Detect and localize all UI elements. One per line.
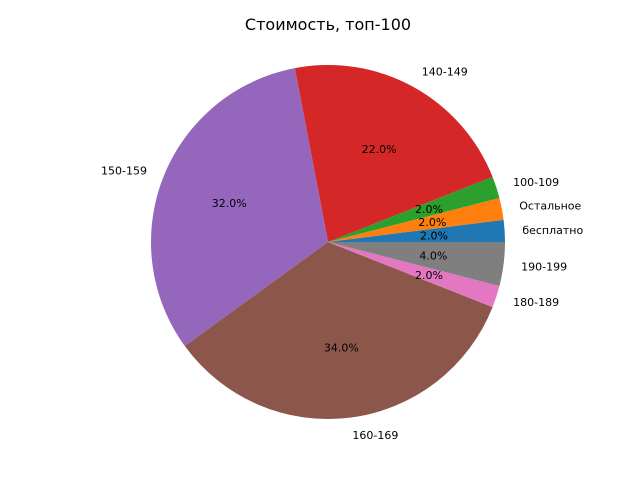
pie-slice-2: [328, 197, 504, 242]
slice-label-1: бесплатно: [522, 224, 583, 237]
pie-slice-5: [150, 68, 328, 347]
pie-slice-8: [328, 242, 506, 287]
slice-percent-4: 22.0%: [362, 143, 397, 156]
slice-label-2: Остальное: [519, 200, 581, 213]
slice-percent-5: 32.0%: [212, 197, 247, 210]
pie-slice-4: [294, 65, 493, 242]
pie-slice-3: [328, 176, 500, 242]
chart-title: Стоимость, топ-100: [245, 15, 411, 34]
slice-label-8: 190-199: [521, 260, 567, 273]
pie-slices: [150, 65, 506, 420]
slice-percent-7: 2.0%: [415, 269, 443, 282]
pie-labels: бесплатно 2.0% Остальное 2.0% 100-109 2.0% 140…: [101, 65, 583, 442]
pie-slice-1: [328, 219, 505, 242]
slice-label-5: 150-159: [101, 164, 147, 177]
slice-percent-2: 2.0%: [418, 216, 446, 229]
slice-label-4: 140-149: [422, 65, 468, 78]
slice-label-7: 180-189: [513, 296, 559, 309]
pie-slice-7: [328, 242, 500, 308]
slice-percent-3: 2.0%: [415, 203, 443, 216]
pie-slice-6: [184, 242, 493, 420]
slice-percent-1: 2.0%: [420, 229, 448, 242]
slice-percent-8: 4.0%: [419, 249, 447, 262]
slice-percent-6: 34.0%: [324, 341, 359, 354]
slice-label-3: 100-109: [513, 176, 559, 189]
slice-label-6: 160-169: [352, 429, 398, 442]
